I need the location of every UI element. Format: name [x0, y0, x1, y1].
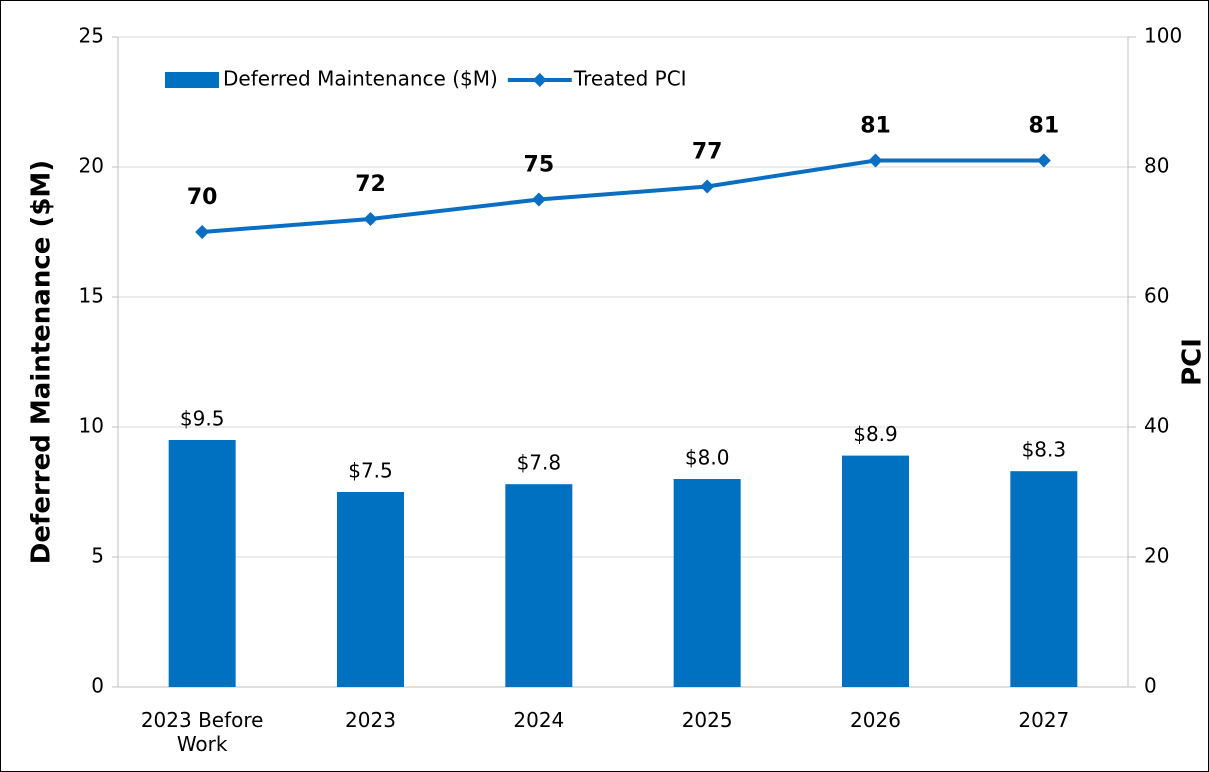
- legend-marker: [532, 73, 547, 87]
- line-value-label: 75: [524, 153, 555, 178]
- y-tick-label: 25: [79, 24, 104, 48]
- x-tick-label: 2023 Before Work: [140, 708, 264, 756]
- line-value-label: 70: [187, 185, 218, 210]
- bar-value-label: $9.5: [180, 407, 225, 431]
- line-marker: [700, 179, 715, 194]
- legend-label: Treated PCI: [573, 67, 687, 91]
- y-axis-title: Deferred Maintenance ($M): [27, 160, 57, 564]
- y2-tick-label: 20: [1144, 544, 1169, 568]
- y2-tick-label: 100: [1144, 24, 1182, 48]
- line: [202, 158, 1044, 234]
- x-tick-label: 2023: [345, 708, 396, 732]
- line-value-label: 81: [860, 114, 891, 139]
- y2-tick-label: 0: [1144, 674, 1157, 698]
- line-marker: [1036, 153, 1051, 168]
- bar-value-label: $7.8: [517, 451, 562, 475]
- y2-tick-label: 40: [1144, 414, 1169, 438]
- bar: [505, 484, 573, 687]
- line-marker: [363, 212, 378, 226]
- line-marker: [868, 153, 883, 168]
- y-tick-label: 20: [79, 154, 104, 178]
- y-tick-label: 15: [79, 284, 104, 308]
- y2-tick-label: 80: [1144, 154, 1169, 178]
- y2-axis-title: PCI: [1178, 338, 1208, 386]
- legend-swatch: [165, 72, 219, 88]
- line-value-label: 72: [355, 172, 386, 197]
- y2-tick-label: 60: [1144, 284, 1169, 308]
- bar-value-label: $8.3: [1022, 438, 1067, 462]
- y-tick-label: 10: [79, 414, 104, 438]
- bar: [337, 492, 404, 687]
- legend-label: Deferred Maintenance ($M): [223, 67, 498, 91]
- x-tick-label: 2026: [850, 708, 901, 732]
- bar: [1010, 471, 1078, 687]
- line-value-label: 81: [1029, 114, 1060, 139]
- bar-value-label: $8.9: [853, 422, 898, 446]
- x-tick-label: 2025: [681, 708, 733, 732]
- line-marker: [195, 225, 210, 239]
- line-marker: [531, 192, 546, 207]
- y-tick-label: 0: [91, 674, 104, 698]
- bar: [842, 455, 909, 687]
- bar: [168, 440, 236, 687]
- bar: [673, 479, 741, 687]
- bar-value-label: $7.5: [348, 459, 393, 483]
- y-tick-label: 5: [91, 544, 104, 568]
- line-value-label: 77: [692, 140, 723, 165]
- x-tick-label: 2027: [1018, 708, 1070, 732]
- x-tick-label: 2024: [513, 708, 565, 732]
- bar-value-label: $8.0: [685, 446, 730, 470]
